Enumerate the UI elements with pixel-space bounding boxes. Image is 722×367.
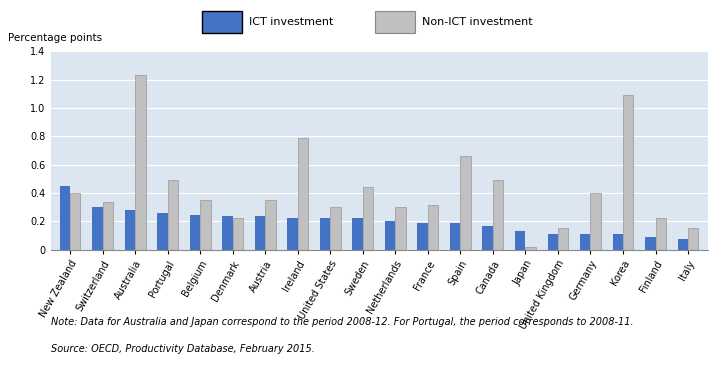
Bar (526, 247, 536, 250)
Bar (168, 180, 178, 250)
Bar (623, 95, 633, 250)
Bar (417, 223, 428, 250)
Bar (190, 215, 200, 250)
Bar (103, 202, 113, 250)
Bar (547, 234, 558, 250)
Bar (612, 234, 623, 250)
Bar (580, 234, 591, 250)
Bar (255, 216, 265, 250)
Bar (385, 221, 396, 250)
Text: Source: OECD, Productivity Database, February 2015.: Source: OECD, Productivity Database, Feb… (51, 344, 314, 354)
Text: Non-ICT investment: Non-ICT investment (422, 17, 533, 27)
Text: Note: Data for Australia and Japan correspond to the period 2008-12. For Portuga: Note: Data for Australia and Japan corre… (51, 317, 633, 327)
Bar (493, 180, 503, 250)
Bar (157, 213, 168, 250)
Bar (200, 200, 211, 250)
Bar (591, 193, 601, 250)
Bar (396, 207, 406, 250)
Bar (461, 156, 471, 250)
Bar (265, 200, 276, 250)
Bar (450, 223, 461, 250)
Bar (645, 237, 656, 250)
Bar (135, 76, 146, 250)
Bar (656, 218, 666, 250)
Bar (678, 239, 688, 250)
Text: Percentage points: Percentage points (8, 33, 102, 43)
Bar (125, 210, 135, 250)
Bar (70, 193, 80, 250)
FancyBboxPatch shape (202, 11, 242, 33)
Bar (558, 228, 568, 250)
FancyBboxPatch shape (375, 11, 415, 33)
Bar (352, 218, 362, 250)
Bar (60, 186, 70, 250)
Bar (320, 218, 330, 250)
Bar (362, 187, 373, 250)
Bar (92, 207, 103, 250)
Bar (330, 207, 341, 250)
Text: ICT investment: ICT investment (249, 17, 334, 27)
Bar (222, 216, 232, 250)
Bar (232, 218, 243, 250)
Bar (482, 226, 493, 250)
Bar (428, 205, 438, 250)
Bar (688, 228, 698, 250)
Bar (297, 138, 308, 250)
Bar (287, 218, 297, 250)
Bar (515, 231, 526, 250)
